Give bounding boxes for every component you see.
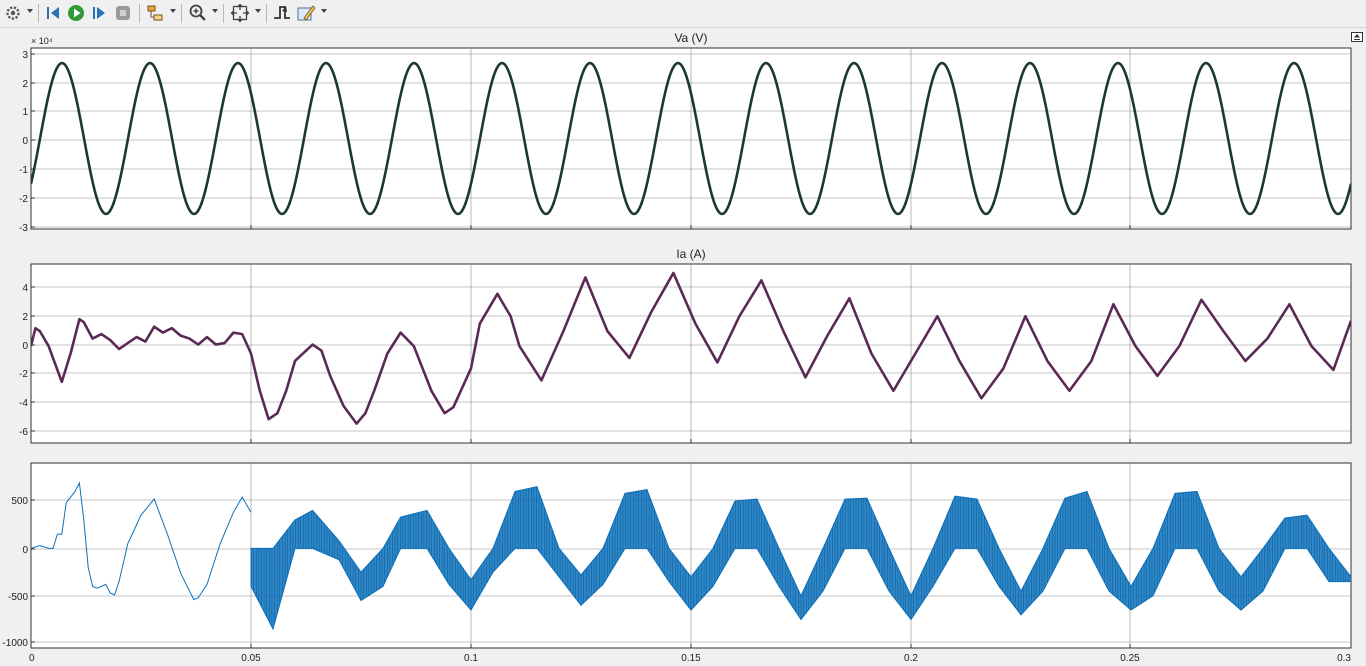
plot-title: Ia (A) xyxy=(676,247,705,261)
chevron-down-icon[interactable] xyxy=(27,9,33,13)
toolbar-separator xyxy=(139,4,140,23)
chevron-down-icon[interactable] xyxy=(170,9,176,13)
y-tick-label: -6 xyxy=(19,427,28,438)
y-tick-label: -2 xyxy=(19,194,28,205)
y-tick-label: -1000 xyxy=(2,638,28,649)
x-axis: 0 0.05 0.1 0.15 0.2 0.25 0.3 xyxy=(29,653,1351,664)
autoscale-icon[interactable] xyxy=(230,3,250,23)
y-tick-label: 0 xyxy=(22,341,28,352)
y-tick-label: 0 xyxy=(22,545,28,556)
y-tick-label: 0 xyxy=(22,136,28,147)
plot-panel-3[interactable]: 500 0 -500 -1000 xyxy=(2,462,1352,649)
y-exponent-label: × 10⁴ xyxy=(31,36,53,46)
write-data-icon[interactable] xyxy=(296,3,316,23)
toolbar-separator xyxy=(38,4,39,23)
y-tick-label: 3 xyxy=(22,50,28,61)
chevron-down-icon[interactable] xyxy=(255,9,261,13)
x-tick-label: 0.25 xyxy=(1120,653,1140,664)
undock-icon[interactable] xyxy=(1351,29,1363,42)
plot-title: Va (V) xyxy=(674,31,707,45)
series-line-va xyxy=(31,61,1351,216)
series-switching-pulses xyxy=(250,486,1351,627)
series-line-ia xyxy=(31,271,1351,425)
y-tick-label: 500 xyxy=(11,496,28,507)
x-tick-label: 0.1 xyxy=(464,653,478,664)
run-icon[interactable] xyxy=(66,3,86,23)
x-tick-label: 0.2 xyxy=(904,653,918,664)
x-tick-label: 0.15 xyxy=(681,653,701,664)
y-tick-label: -1 xyxy=(19,165,28,176)
highlight-block-icon[interactable] xyxy=(145,3,165,23)
y-tick-label: -3 xyxy=(19,223,28,234)
plot-panel-2[interactable]: 4 2 0 -2 -4 -6 Ia (A) xyxy=(19,247,1352,444)
scope-toolbar xyxy=(0,0,1366,28)
chevron-down-icon[interactable] xyxy=(212,9,218,13)
stop-icon[interactable] xyxy=(113,3,133,23)
y-tick-label: 4 xyxy=(22,283,28,294)
chevron-down-icon[interactable] xyxy=(321,9,327,13)
x-tick-label: 0.05 xyxy=(241,653,261,664)
settings-gear-icon[interactable] xyxy=(3,3,23,23)
y-tick-label: -500 xyxy=(8,592,28,603)
scope-canvas: 3 2 1 0 -1 -2 -3 Va (V) × 10⁴ 4 2 0 -2 -4 -6 Ia (A) 500 0… xyxy=(2,31,1352,664)
step-forward-icon[interactable] xyxy=(90,3,110,23)
y-tick-label: 2 xyxy=(22,312,28,323)
x-tick-label: 0.3 xyxy=(1337,653,1351,664)
plot-panel-1[interactable]: 3 2 1 0 -1 -2 -3 Va (V) × 10⁴ xyxy=(19,31,1352,234)
x-tick-label: 0 xyxy=(29,653,35,664)
toolbar-separator xyxy=(266,4,267,23)
y-tick-label: -4 xyxy=(19,398,28,409)
step-back-icon[interactable] xyxy=(44,3,64,23)
toolbar-separator xyxy=(181,4,182,23)
zoom-in-icon[interactable] xyxy=(188,3,208,23)
toolbar-separator xyxy=(223,4,224,23)
series-line-initial xyxy=(31,481,252,601)
y-tick-label: 1 xyxy=(22,107,28,118)
y-tick-label: 2 xyxy=(22,79,28,90)
triggers-icon[interactable] xyxy=(272,3,292,23)
y-tick-label: -2 xyxy=(19,369,28,380)
